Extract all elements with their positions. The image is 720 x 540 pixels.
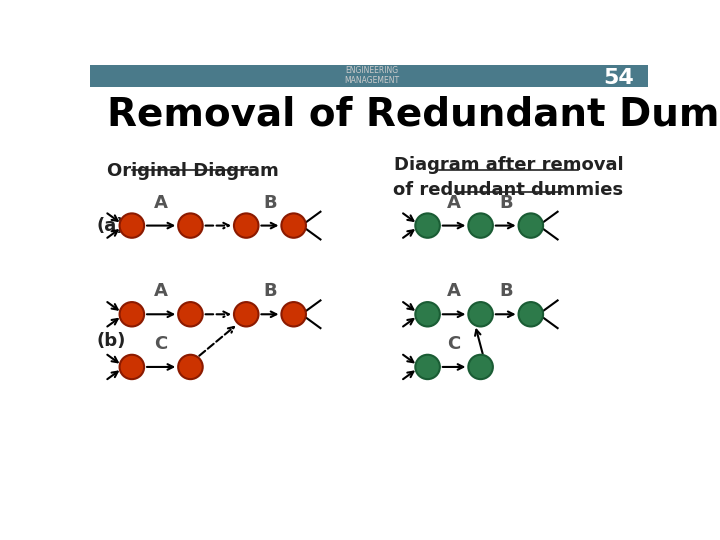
Circle shape (234, 302, 258, 327)
Circle shape (120, 355, 144, 379)
Circle shape (415, 355, 440, 379)
Text: (a): (a) (96, 217, 125, 234)
Circle shape (468, 213, 493, 238)
Text: 54: 54 (603, 68, 634, 87)
Circle shape (178, 213, 203, 238)
Text: ENGINEERING
MANAGEMENT: ENGINEERING MANAGEMENT (344, 66, 400, 85)
Circle shape (178, 302, 203, 327)
Text: C: C (155, 335, 168, 353)
Circle shape (178, 355, 203, 379)
Text: B: B (499, 194, 513, 212)
Text: A: A (154, 194, 168, 212)
Text: Original Diagram: Original Diagram (107, 162, 279, 180)
Circle shape (468, 355, 493, 379)
Circle shape (120, 213, 144, 238)
Circle shape (282, 302, 306, 327)
Text: Diagram after removal
of redundant dummies: Diagram after removal of redundant dummi… (393, 156, 624, 199)
Text: C: C (447, 335, 461, 353)
Circle shape (234, 213, 258, 238)
Text: (b): (b) (96, 332, 126, 349)
Text: A: A (154, 282, 168, 300)
Circle shape (120, 302, 144, 327)
Circle shape (415, 213, 440, 238)
Text: B: B (499, 282, 513, 300)
Circle shape (415, 302, 440, 327)
Text: Removal of Redundant Dummies: Removal of Redundant Dummies (107, 95, 720, 133)
Circle shape (468, 302, 493, 327)
Circle shape (518, 302, 543, 327)
Text: B: B (263, 194, 276, 212)
Bar (90, 65, 648, 87)
Text: B: B (263, 282, 276, 300)
Text: A: A (447, 282, 461, 300)
Text: A: A (447, 194, 461, 212)
Circle shape (282, 213, 306, 238)
Circle shape (518, 213, 543, 238)
